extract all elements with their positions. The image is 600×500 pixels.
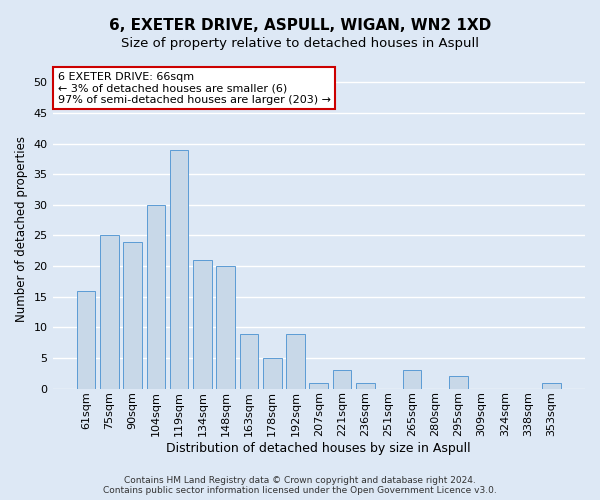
- Y-axis label: Number of detached properties: Number of detached properties: [15, 136, 28, 322]
- Bar: [193, 260, 212, 388]
- Text: Size of property relative to detached houses in Aspull: Size of property relative to detached ho…: [121, 38, 479, 51]
- Bar: [77, 290, 95, 388]
- Text: Contains public sector information licensed under the Open Government Licence v3: Contains public sector information licen…: [103, 486, 497, 495]
- Text: Contains HM Land Registry data © Crown copyright and database right 2024.: Contains HM Land Registry data © Crown c…: [124, 476, 476, 485]
- Bar: [449, 376, 468, 388]
- Bar: [286, 334, 305, 388]
- Bar: [217, 266, 235, 388]
- X-axis label: Distribution of detached houses by size in Aspull: Distribution of detached houses by size …: [166, 442, 471, 455]
- Bar: [123, 242, 142, 388]
- Text: 6 EXETER DRIVE: 66sqm
← 3% of detached houses are smaller (6)
97% of semi-detach: 6 EXETER DRIVE: 66sqm ← 3% of detached h…: [58, 72, 331, 105]
- Bar: [146, 205, 165, 388]
- Bar: [310, 382, 328, 388]
- Bar: [263, 358, 281, 388]
- Bar: [170, 150, 188, 388]
- Bar: [100, 236, 119, 388]
- Bar: [403, 370, 421, 388]
- Bar: [356, 382, 374, 388]
- Text: 6, EXETER DRIVE, ASPULL, WIGAN, WN2 1XD: 6, EXETER DRIVE, ASPULL, WIGAN, WN2 1XD: [109, 18, 491, 32]
- Bar: [333, 370, 352, 388]
- Bar: [542, 382, 561, 388]
- Bar: [239, 334, 258, 388]
